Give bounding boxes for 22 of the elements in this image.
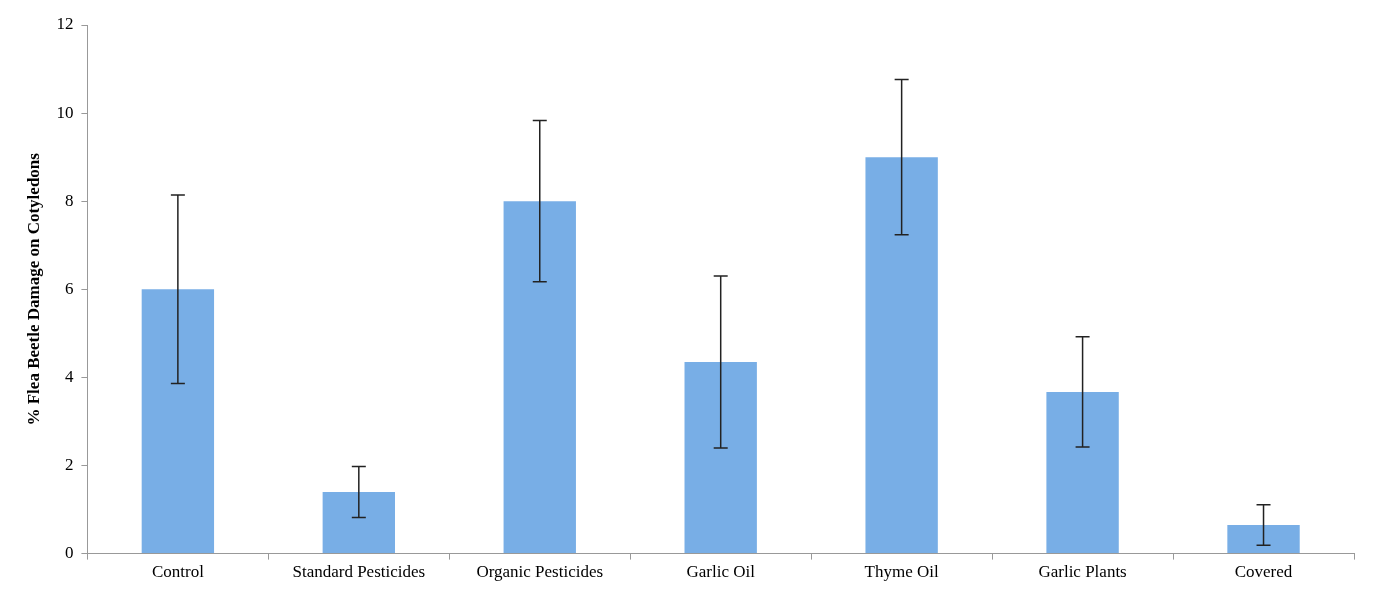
- bar: [684, 361, 757, 554]
- y-tick-label: 2: [64, 454, 74, 474]
- x-tick-label: Covered: [1234, 562, 1293, 582]
- bar: [865, 157, 938, 554]
- y-tick-label: 8: [64, 190, 74, 210]
- bar: [1227, 524, 1300, 554]
- x-tick-label: Control: [151, 562, 205, 582]
- bar: [503, 201, 576, 554]
- y-tick-label: 4: [64, 366, 74, 386]
- x-tick-label: Thyme Oil: [864, 562, 939, 582]
- bar: [141, 289, 215, 554]
- bar: [1046, 391, 1119, 554]
- y-tick-label: 10: [56, 102, 74, 122]
- y-tick-label: 12: [56, 14, 74, 34]
- y-tick-label: 0: [64, 543, 74, 563]
- y-tick-label: 6: [64, 278, 74, 298]
- bar: [322, 491, 395, 554]
- x-tick-label: Standard Pesticides: [292, 562, 426, 582]
- y-axis-title: % Flea Beetle Damage on Cotyledons: [23, 152, 43, 426]
- x-tick-label: Garlic Oil: [686, 562, 756, 582]
- x-tick-label: Garlic Plants: [1038, 562, 1127, 582]
- x-tick-label: Organic Pesticides: [476, 562, 604, 582]
